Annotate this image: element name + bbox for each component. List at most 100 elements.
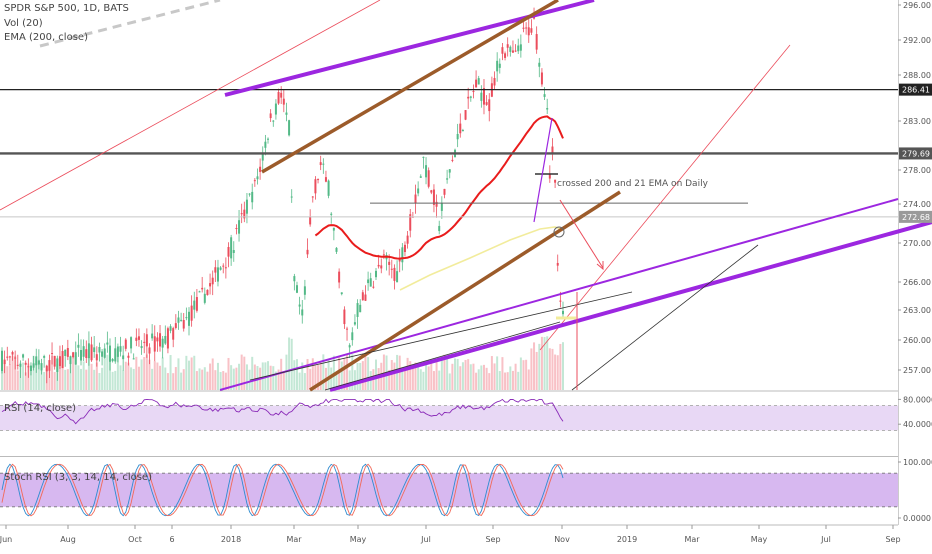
- candle: [480, 85, 483, 108]
- candle: [527, 18, 530, 43]
- candle-body: [396, 271, 399, 283]
- candle: [530, 19, 533, 35]
- candle-body: [554, 179, 557, 183]
- candle-body: [274, 103, 277, 115]
- candle: [11, 350, 14, 361]
- price-badge: 279.69: [899, 147, 932, 160]
- volume-bar: [293, 360, 296, 390]
- candle-body: [290, 196, 293, 198]
- candle: [240, 203, 243, 224]
- volume-legend[interactable]: Vol (20): [4, 18, 43, 29]
- candle-body: [130, 337, 133, 349]
- stoch-rsi-legend[interactable]: Stoch RSI (3, 3, 14, 14, close): [4, 472, 152, 483]
- volume-bar: [459, 366, 462, 390]
- candle: [422, 156, 425, 169]
- volume-bar: [11, 355, 14, 390]
- rsi-tick-label: 40.0000: [903, 420, 932, 429]
- candle-body: [87, 343, 90, 359]
- volume-bar: [61, 355, 64, 390]
- candle-body: [382, 254, 385, 256]
- volume-bar: [164, 367, 167, 390]
- candle-body: [188, 311, 190, 326]
- candle-body: [388, 261, 391, 265]
- candle: [456, 123, 459, 148]
- candle-body: [127, 355, 130, 358]
- candle: [72, 351, 75, 359]
- volume-bar: [517, 371, 520, 390]
- candle: [514, 44, 517, 53]
- volume-bar: [43, 371, 46, 390]
- candle-body: [69, 356, 72, 365]
- symbol-label[interactable]: SPDR S&P 500, 1D, BATS: [4, 3, 129, 14]
- volume-bar: [440, 357, 443, 390]
- volume-bar: [303, 373, 306, 390]
- candle: [135, 328, 138, 347]
- volume-bar: [80, 368, 83, 390]
- volume-bar: [443, 354, 446, 390]
- candle: [432, 184, 435, 213]
- candle-body: [1, 350, 3, 371]
- candle-body: [343, 309, 346, 325]
- volume-bar: [148, 359, 151, 390]
- volume-bar: [364, 355, 367, 390]
- candle: [37, 349, 40, 370]
- candle-body: [77, 344, 80, 348]
- volume-bar: [330, 367, 333, 390]
- dashed-trend-line: [39, 0, 221, 48]
- candlesticks: [1, 7, 564, 384]
- candle-body: [116, 346, 119, 357]
- candle: [535, 26, 538, 54]
- candle: [32, 355, 35, 371]
- time-tick-label: May: [350, 535, 367, 544]
- price-badge-label: 272.68: [902, 213, 930, 222]
- volume-bar: [16, 370, 19, 390]
- volume-bar: [93, 369, 96, 390]
- candle: [348, 343, 351, 359]
- candle-body: [93, 347, 96, 353]
- candle: [332, 227, 335, 241]
- volume-bar: [435, 360, 438, 390]
- candle-body: [161, 338, 164, 348]
- stoch-d-line: [1, 463, 564, 517]
- candle: [551, 138, 554, 161]
- volume-bar: [193, 355, 196, 390]
- candle-body: [119, 346, 122, 352]
- candle-body: [82, 346, 85, 357]
- volume-bar: [311, 358, 314, 390]
- candle: [288, 119, 291, 137]
- candle-body: [335, 247, 338, 252]
- candle-body: [380, 265, 383, 269]
- rsi-tick-label: 80.0000: [903, 395, 932, 404]
- candle: [148, 343, 151, 365]
- candle: [340, 292, 343, 296]
- volume-bar: [98, 372, 101, 390]
- volume-bar: [119, 365, 122, 390]
- candle: [108, 338, 111, 371]
- volume-bar: [216, 362, 219, 390]
- volume-bar: [454, 358, 457, 390]
- candle: [69, 355, 72, 374]
- candle-body: [90, 344, 93, 361]
- volume-bar: [188, 360, 190, 390]
- rsi-legend[interactable]: RSI (14, close): [4, 403, 77, 414]
- candle: [435, 194, 438, 218]
- candle-body: [124, 339, 127, 349]
- volume-bar: [382, 354, 385, 390]
- candle-body: [493, 78, 496, 86]
- volume-bar: [1, 359, 3, 390]
- candle-body: [53, 355, 56, 367]
- volume-bar: [253, 364, 256, 390]
- candle: [359, 299, 362, 313]
- candle: [482, 78, 485, 115]
- volume-bar: [306, 358, 309, 390]
- rsi-line: [1, 398, 564, 425]
- candle-body: [98, 347, 101, 353]
- volume-bar: [29, 365, 32, 390]
- time-tick-label: Aug: [60, 535, 76, 544]
- volume-bar: [361, 361, 364, 390]
- candle: [311, 196, 314, 203]
- volume-bar: [417, 364, 420, 390]
- ema-legend[interactable]: EMA (200, close): [4, 32, 88, 43]
- candle: [35, 348, 38, 373]
- candle-body: [58, 356, 61, 367]
